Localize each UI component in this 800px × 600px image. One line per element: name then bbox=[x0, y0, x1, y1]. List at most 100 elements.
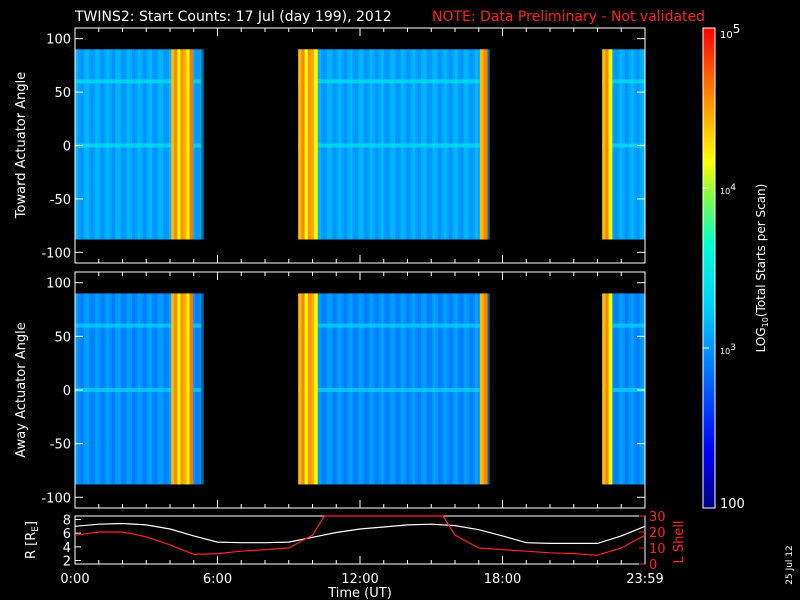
colorbar-bottom-label: 100 bbox=[720, 497, 745, 512]
chart-title: TWINS2: Start Counts: 17 Jul (day 199), … bbox=[74, 9, 392, 25]
bright-band bbox=[310, 49, 315, 240]
xtick-label: 18:00 bbox=[484, 572, 521, 587]
ytick-label: 0 bbox=[63, 384, 71, 399]
ytick-label: 100 bbox=[46, 33, 71, 48]
angle-band bbox=[75, 388, 201, 392]
series-r-line bbox=[74, 522, 646, 544]
colorbar-title-sub: 10 bbox=[761, 317, 770, 327]
ytick-label: 0 bbox=[63, 140, 71, 155]
colorbar-title-rest: (Total Starts per Scan) bbox=[754, 184, 768, 318]
series-lshell-line bbox=[74, 515, 646, 556]
bright-band bbox=[301, 293, 306, 485]
heatmap-away bbox=[75, 293, 646, 485]
xtick-label: 12:00 bbox=[341, 572, 378, 587]
axis-away: 100 50 0 -50 -100 bbox=[41, 272, 646, 508]
bright-band bbox=[177, 293, 181, 485]
ytick-left-label: 6 bbox=[63, 527, 71, 542]
bright-band bbox=[298, 293, 302, 485]
data-stripe bbox=[486, 293, 490, 485]
angle-band bbox=[298, 143, 488, 148]
ytick-right-label: 30 bbox=[649, 510, 666, 525]
ytick-label: 50 bbox=[54, 86, 71, 101]
bright-band bbox=[307, 49, 312, 240]
angle-band bbox=[602, 323, 645, 328]
bright-band bbox=[174, 293, 178, 485]
ytick-label: -50 bbox=[50, 438, 71, 453]
xtick-label: 23:59 bbox=[626, 572, 663, 587]
ylabel-lshell: L Shell bbox=[672, 520, 687, 563]
bright-band bbox=[605, 49, 610, 240]
colorbar-top-label: 105 bbox=[720, 22, 740, 41]
bright-band bbox=[304, 293, 309, 485]
colorbar-gradient bbox=[702, 27, 716, 509]
panel-away-angle: 100 50 0 -50 -100 Away Actuator Angle bbox=[14, 271, 646, 509]
ylabel-r: R [RE] bbox=[24, 521, 41, 559]
bright-band bbox=[608, 49, 613, 240]
data-stripe bbox=[486, 49, 490, 240]
ylabel-toward: Toward Actuator Angle bbox=[14, 72, 29, 219]
bright-band bbox=[483, 49, 488, 240]
bright-band bbox=[183, 293, 187, 485]
date-stamp: 25 Jul 12 bbox=[785, 545, 795, 585]
bright-band bbox=[177, 49, 181, 240]
bright-band bbox=[301, 49, 306, 240]
colorbar-title: LOG10(Total Starts per Scan) bbox=[754, 184, 770, 353]
xtick-label: 6:00 bbox=[203, 572, 232, 587]
ytick-label: 100 bbox=[46, 277, 71, 292]
bright-band bbox=[174, 49, 178, 240]
angle-band bbox=[602, 388, 645, 392]
bright-band bbox=[314, 293, 318, 485]
ytick-left-label: 8 bbox=[63, 513, 71, 528]
colorbar: 105 104 103 100 LOG10(Total Starts per Scan… bbox=[702, 22, 770, 512]
ytick-right-label: 0 bbox=[649, 558, 657, 573]
bright-band bbox=[180, 49, 184, 240]
colorbar-title-main: LOG bbox=[754, 327, 768, 352]
axis-toward: 100 50 0 -50 -100 bbox=[41, 28, 646, 263]
angle-band bbox=[75, 323, 201, 328]
ytick-left-label: 4 bbox=[63, 541, 71, 556]
bright-band bbox=[171, 293, 175, 485]
bright-band bbox=[605, 293, 610, 485]
bright-band bbox=[186, 293, 191, 485]
ylabel-r-end: ] bbox=[24, 521, 39, 526]
colorbar-labels: 105 104 103 100 bbox=[703, 22, 745, 512]
data-stripe bbox=[200, 293, 204, 485]
ytick-label: -100 bbox=[41, 491, 71, 506]
bright-band bbox=[298, 49, 302, 240]
angle-band bbox=[75, 143, 201, 148]
angle-band bbox=[298, 79, 488, 84]
ytick-right-label: 10 bbox=[649, 542, 666, 557]
angle-band bbox=[602, 79, 645, 84]
xtick-label: 0:00 bbox=[60, 572, 89, 587]
ytick-left-label: 2 bbox=[63, 555, 71, 570]
ylabel-r-sub: E bbox=[31, 526, 41, 532]
angle-band bbox=[298, 323, 488, 328]
bright-band bbox=[608, 293, 613, 485]
xlabel-time: Time (UT) bbox=[327, 586, 392, 600]
ytick-label: -50 bbox=[50, 193, 71, 208]
bright-band bbox=[171, 49, 175, 240]
bright-band bbox=[310, 293, 315, 485]
angle-band bbox=[298, 388, 488, 392]
bright-band bbox=[183, 49, 187, 240]
ylabel-r-main: R [R bbox=[24, 532, 39, 559]
bright-band bbox=[186, 49, 191, 240]
data-note: NOTE: Data Preliminary - Not validated bbox=[432, 9, 705, 25]
angle-band bbox=[75, 79, 201, 84]
bright-band bbox=[602, 49, 606, 240]
bright-band bbox=[314, 49, 318, 240]
ytick-label: 50 bbox=[54, 330, 71, 345]
ylabel-away: Away Actuator Angle bbox=[14, 322, 29, 457]
bright-band bbox=[189, 49, 194, 240]
bright-band bbox=[304, 49, 309, 240]
data-stripe bbox=[200, 49, 204, 240]
bright-band bbox=[479, 293, 484, 485]
bright-band bbox=[307, 293, 312, 485]
bright-band bbox=[483, 293, 488, 485]
bright-band bbox=[479, 49, 484, 240]
colorbar-tick-label: 104 bbox=[720, 183, 736, 196]
heatmap-toward bbox=[75, 49, 646, 240]
